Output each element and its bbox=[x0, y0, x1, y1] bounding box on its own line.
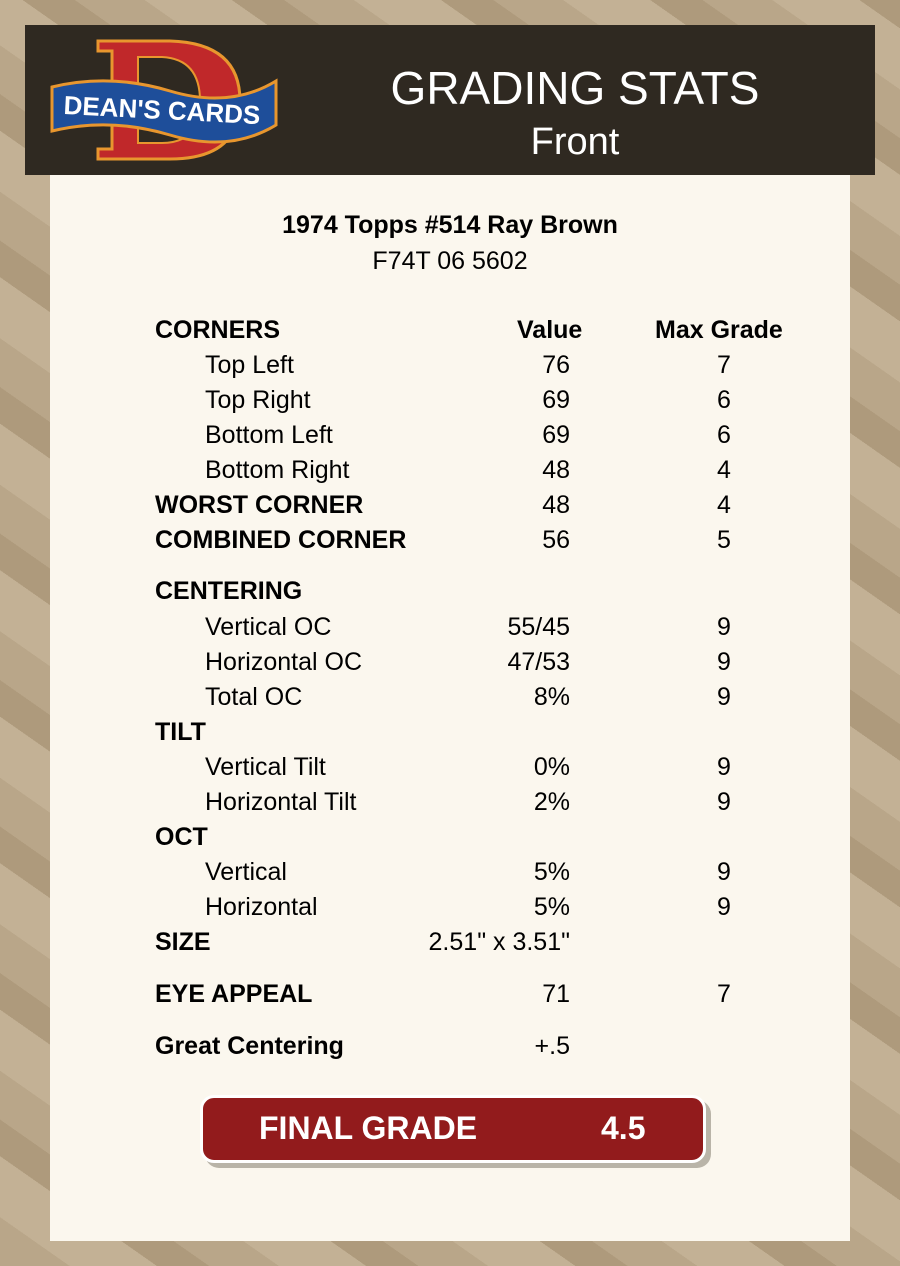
row-max-grade: 5 bbox=[717, 526, 731, 554]
row-max-grade: 9 bbox=[717, 893, 731, 921]
row-value: 71 bbox=[542, 980, 570, 1008]
row-max-grade: 7 bbox=[717, 351, 731, 379]
row-label: Bottom Right bbox=[205, 456, 350, 484]
row-value: 56 bbox=[542, 526, 570, 554]
table-row: Total OC 8% 9 bbox=[50, 683, 850, 713]
final-grade-banner: FINAL GRADE 4.5 bbox=[200, 1095, 706, 1163]
row-label: Vertical OC bbox=[205, 613, 332, 641]
card-name: 1974 Topps #514 Ray Brown bbox=[282, 211, 618, 239]
table-row: Vertical OC 55/45 9 bbox=[50, 613, 850, 643]
table-row: COMBINED CORNER 56 5 bbox=[50, 526, 850, 556]
table-row: SIZE 2.51" x 3.51" bbox=[50, 928, 850, 958]
row-max-grade: 9 bbox=[717, 683, 731, 711]
table-row: Top Right 69 6 bbox=[50, 386, 850, 416]
row-value: 48 bbox=[542, 456, 570, 484]
row-label: Vertical bbox=[205, 858, 287, 886]
table-row: Great Centering +.5 bbox=[50, 1032, 850, 1062]
final-grade-label: FINAL GRADE bbox=[259, 1110, 478, 1146]
row-label: Horizontal Tilt bbox=[205, 788, 357, 816]
table-row: Horizontal Tilt 2% 9 bbox=[50, 788, 850, 818]
row-max-grade: 9 bbox=[717, 788, 731, 816]
table-row: OCT bbox=[50, 823, 850, 853]
row-label: CENTERING bbox=[155, 577, 303, 605]
row-label: SIZE bbox=[155, 928, 211, 956]
row-label: Top Left bbox=[205, 351, 294, 379]
row-value: 5% bbox=[533, 858, 570, 886]
cert-number: F74T 06 5602 bbox=[372, 247, 528, 275]
page-title: GRADING STATS bbox=[390, 62, 760, 114]
row-label: COMBINED CORNER bbox=[155, 526, 407, 554]
row-max-grade: 4 bbox=[717, 491, 731, 519]
table-row: Top Left 76 7 bbox=[50, 351, 850, 381]
stats-card: 1974 Topps #514 Ray Brown F74T 06 5602 C… bbox=[50, 175, 850, 1241]
row-value: 48 bbox=[542, 491, 570, 519]
header-bar: DEAN'S CARDS GRADING STATS Front bbox=[25, 25, 875, 175]
row-label: Horizontal bbox=[205, 893, 318, 921]
row-value: 55/45 bbox=[507, 613, 570, 641]
row-max-grade: 9 bbox=[717, 858, 731, 886]
row-value: 2% bbox=[533, 788, 570, 816]
row-label: OCT bbox=[155, 823, 208, 851]
table-row: TILT bbox=[50, 718, 850, 748]
row-max-grade: 9 bbox=[717, 753, 731, 781]
row-value: 69 bbox=[542, 386, 570, 414]
table-row: WORST CORNER 48 4 bbox=[50, 491, 850, 521]
row-value: 8% bbox=[533, 683, 570, 711]
row-label: TILT bbox=[155, 718, 206, 746]
row-value: 0% bbox=[533, 753, 570, 781]
row-value: 76 bbox=[542, 351, 570, 379]
max-grade-column-header: Max Grade bbox=[655, 316, 783, 344]
row-max-grade: 6 bbox=[717, 386, 731, 414]
row-max-grade: 7 bbox=[717, 980, 731, 1008]
row-label: Horizontal OC bbox=[205, 648, 362, 676]
row-value: 2.51" x 3.51" bbox=[428, 928, 570, 956]
row-label: EYE APPEAL bbox=[155, 980, 313, 1008]
row-value: 47/53 bbox=[507, 648, 570, 676]
row-label: Top Right bbox=[205, 386, 311, 414]
row-value: 5% bbox=[533, 893, 570, 921]
row-label: WORST CORNER bbox=[155, 491, 364, 519]
row-label: Great Centering bbox=[155, 1032, 344, 1060]
table-row: Horizontal 5% 9 bbox=[50, 893, 850, 923]
row-label: Bottom Left bbox=[205, 421, 333, 449]
row-max-grade: 9 bbox=[717, 613, 731, 641]
row-value: +.5 bbox=[534, 1032, 570, 1060]
row-max-grade: 6 bbox=[717, 421, 731, 449]
row-max-grade: 9 bbox=[717, 648, 731, 676]
table-row: CENTERING bbox=[50, 577, 850, 607]
table-row: Vertical 5% 9 bbox=[50, 858, 850, 888]
row-label: Vertical Tilt bbox=[205, 753, 326, 781]
row-value: 69 bbox=[542, 421, 570, 449]
table-row: EYE APPEAL 71 7 bbox=[50, 980, 850, 1010]
table-row: Bottom Left 69 6 bbox=[50, 421, 850, 451]
value-column-header: Value bbox=[517, 316, 583, 344]
table-row: Horizontal OC 47/53 9 bbox=[50, 648, 850, 678]
row-max-grade: 4 bbox=[717, 456, 731, 484]
final-grade-value: 4.5 bbox=[601, 1110, 646, 1146]
row-label: CORNERS bbox=[155, 316, 281, 344]
row-label: Total OC bbox=[205, 683, 303, 711]
table-row: Vertical Tilt 0% 9 bbox=[50, 753, 850, 783]
table-row: Bottom Right 48 4 bbox=[50, 456, 850, 486]
deans-cards-logo: DEAN'S CARDS bbox=[50, 39, 278, 161]
table-row: CORNERS Value Max Grade bbox=[50, 316, 850, 346]
page-subtitle: Front bbox=[530, 121, 620, 163]
